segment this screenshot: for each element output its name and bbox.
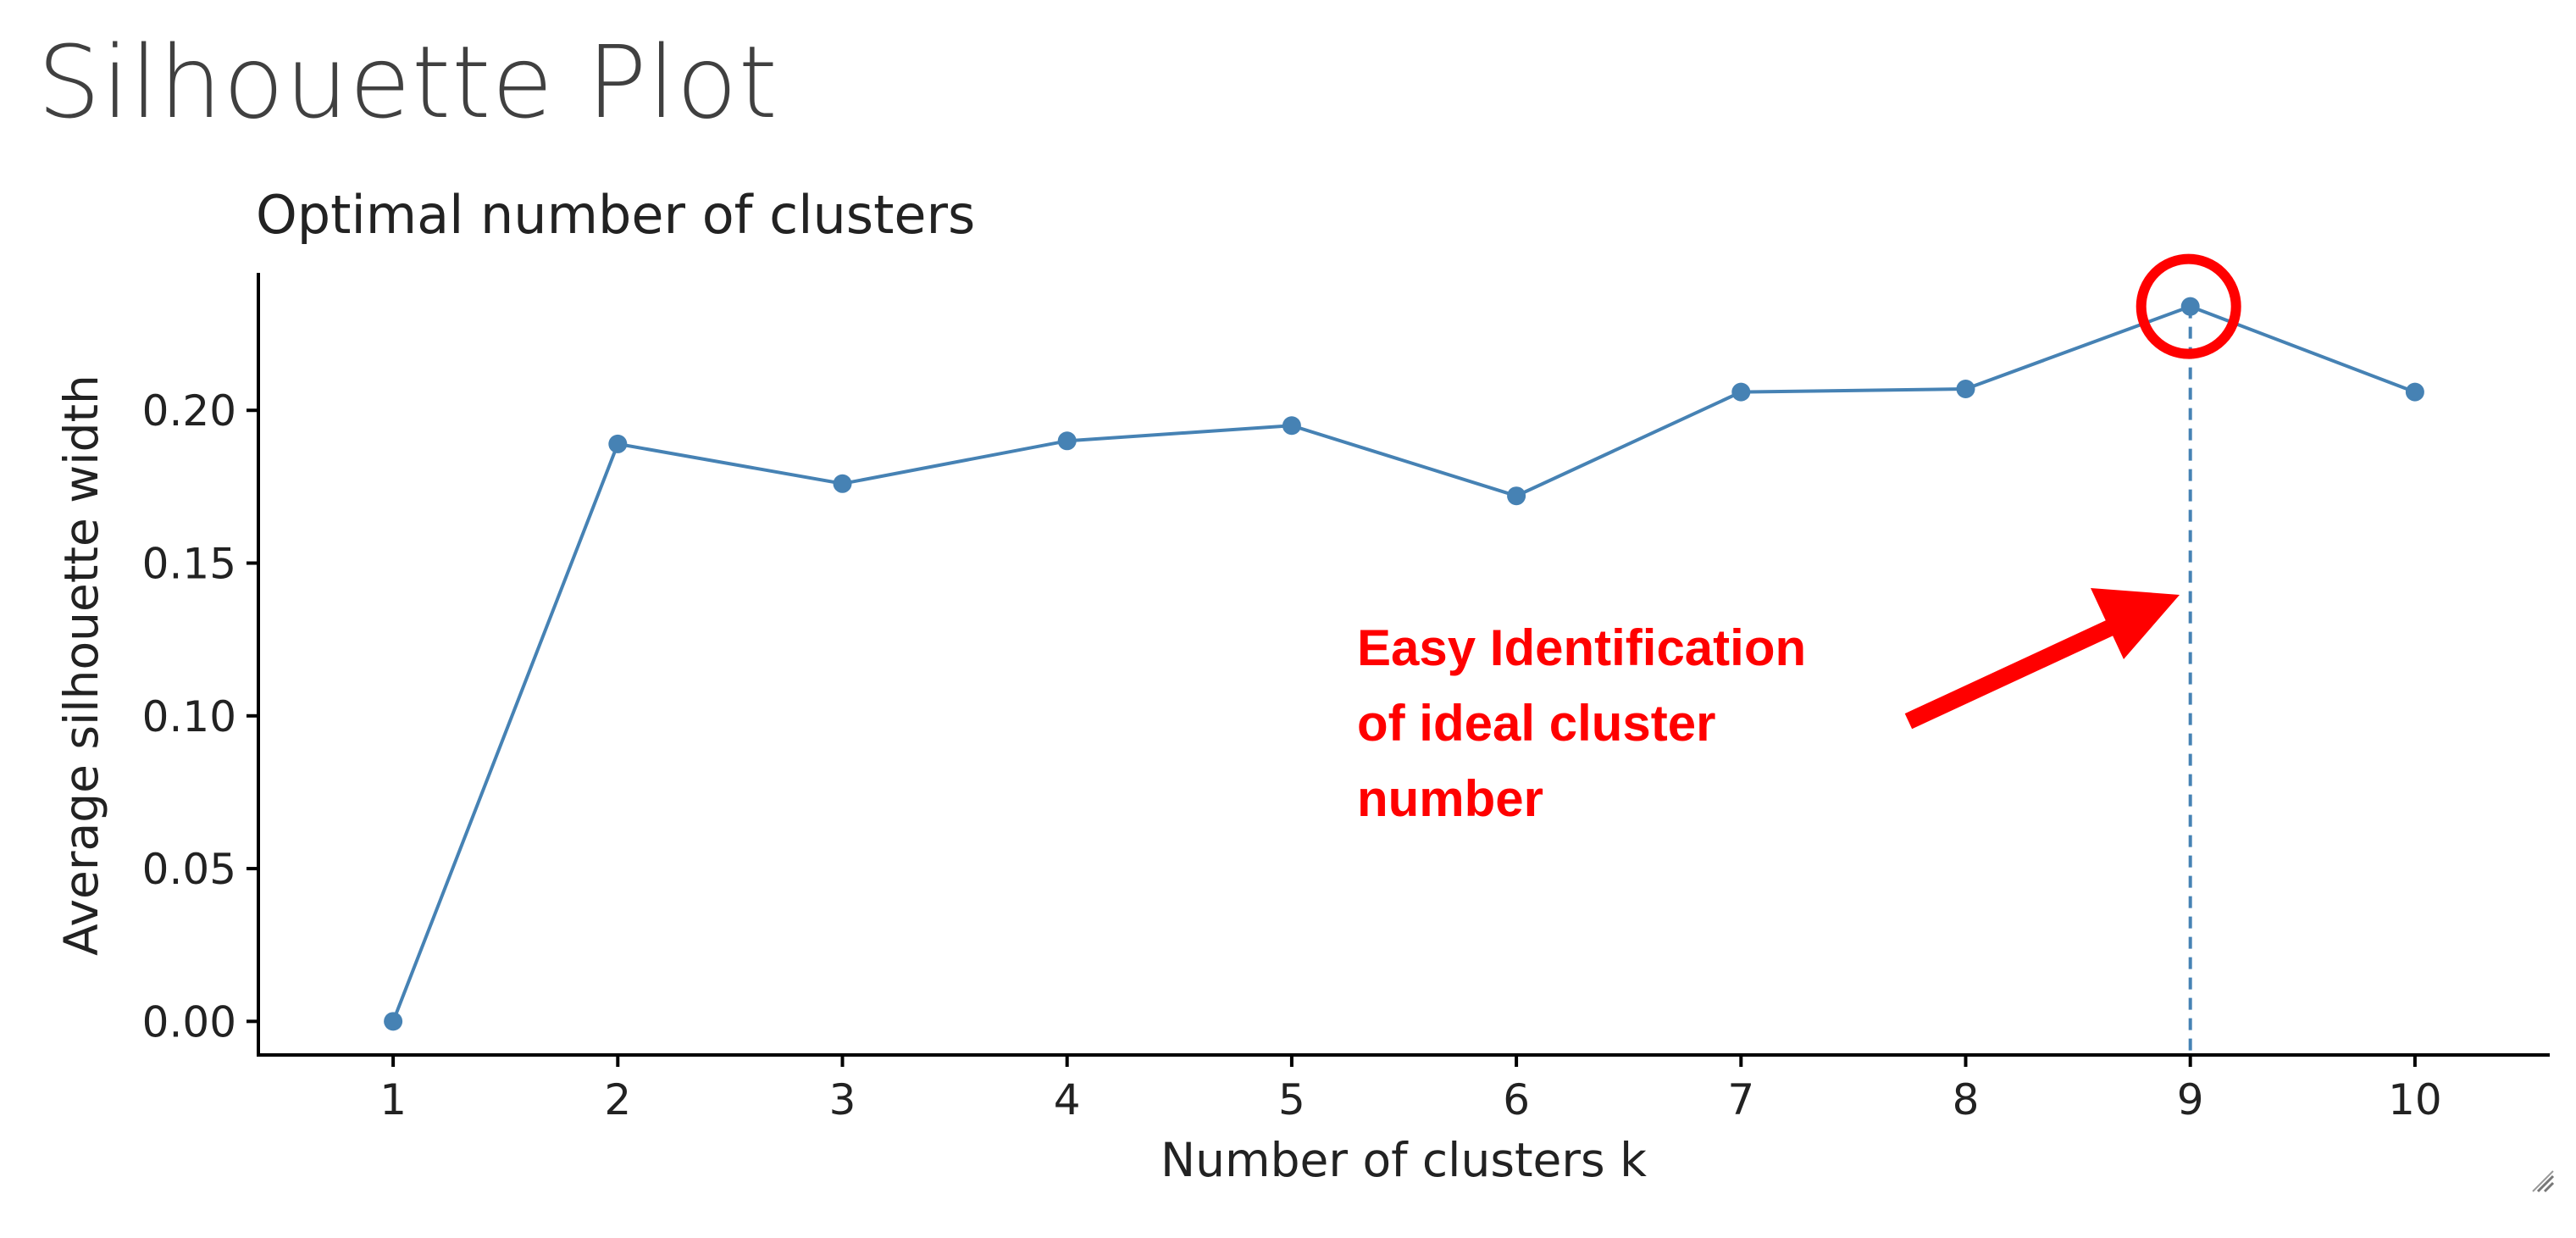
data-point bbox=[833, 474, 852, 493]
y-axis-title: Average silhouette width bbox=[54, 375, 108, 956]
x-tick-label: 2 bbox=[604, 1075, 631, 1124]
x-axis-title: Number of clusters k bbox=[1161, 1133, 1647, 1187]
x-tick-label: 1 bbox=[379, 1075, 407, 1124]
x-tick-label: 8 bbox=[1953, 1075, 1980, 1124]
resize-grip-icon[interactable] bbox=[2532, 1170, 2555, 1193]
data-points bbox=[384, 297, 2424, 1031]
x-tick-label: 6 bbox=[1503, 1075, 1530, 1124]
annotation-line: Easy Identification bbox=[1357, 619, 1806, 676]
x-tick-label: 10 bbox=[2388, 1075, 2442, 1124]
annotation-line: of ideal cluster bbox=[1357, 695, 1715, 752]
y-tick-label: 0.00 bbox=[142, 997, 236, 1046]
x-tick-label: 5 bbox=[1278, 1075, 1305, 1124]
data-point bbox=[1956, 380, 1975, 399]
x-tick-label: 4 bbox=[1054, 1075, 1081, 1124]
x-tick-label: 3 bbox=[829, 1075, 856, 1124]
x-tick-label: 7 bbox=[1727, 1075, 1754, 1124]
annotation-arrow bbox=[1904, 588, 2180, 730]
data-point bbox=[1057, 431, 1077, 451]
annotation-text: Easy Identification of ideal cluster num… bbox=[1357, 619, 1820, 827]
slide-title: Silhouette Plot bbox=[37, 24, 778, 141]
series-line bbox=[391, 304, 2416, 1023]
x-ticks: 1 2 3 4 5 6 7 8 9 10 bbox=[379, 1055, 2442, 1124]
data-point bbox=[1282, 416, 1301, 436]
y-tick-label: 0.05 bbox=[142, 845, 236, 894]
annotation-line: number bbox=[1357, 770, 1543, 827]
axes bbox=[257, 273, 2550, 1057]
chart-title: Optimal number of clusters bbox=[256, 184, 975, 246]
x-tick-label: 9 bbox=[2177, 1075, 2204, 1124]
data-point bbox=[1731, 382, 1751, 402]
data-point bbox=[1507, 486, 1526, 506]
data-point bbox=[2405, 382, 2424, 402]
data-point bbox=[384, 1012, 403, 1031]
highlight-circle bbox=[2136, 253, 2241, 359]
y-tick-label: 0.15 bbox=[142, 540, 236, 589]
y-tick-label: 0.20 bbox=[142, 386, 236, 436]
y-ticks: 0.00 0.05 0.10 0.15 0.20 bbox=[142, 386, 258, 1046]
data-point bbox=[608, 434, 628, 453]
y-tick-label: 0.10 bbox=[142, 692, 236, 741]
data-point bbox=[2180, 297, 2200, 316]
